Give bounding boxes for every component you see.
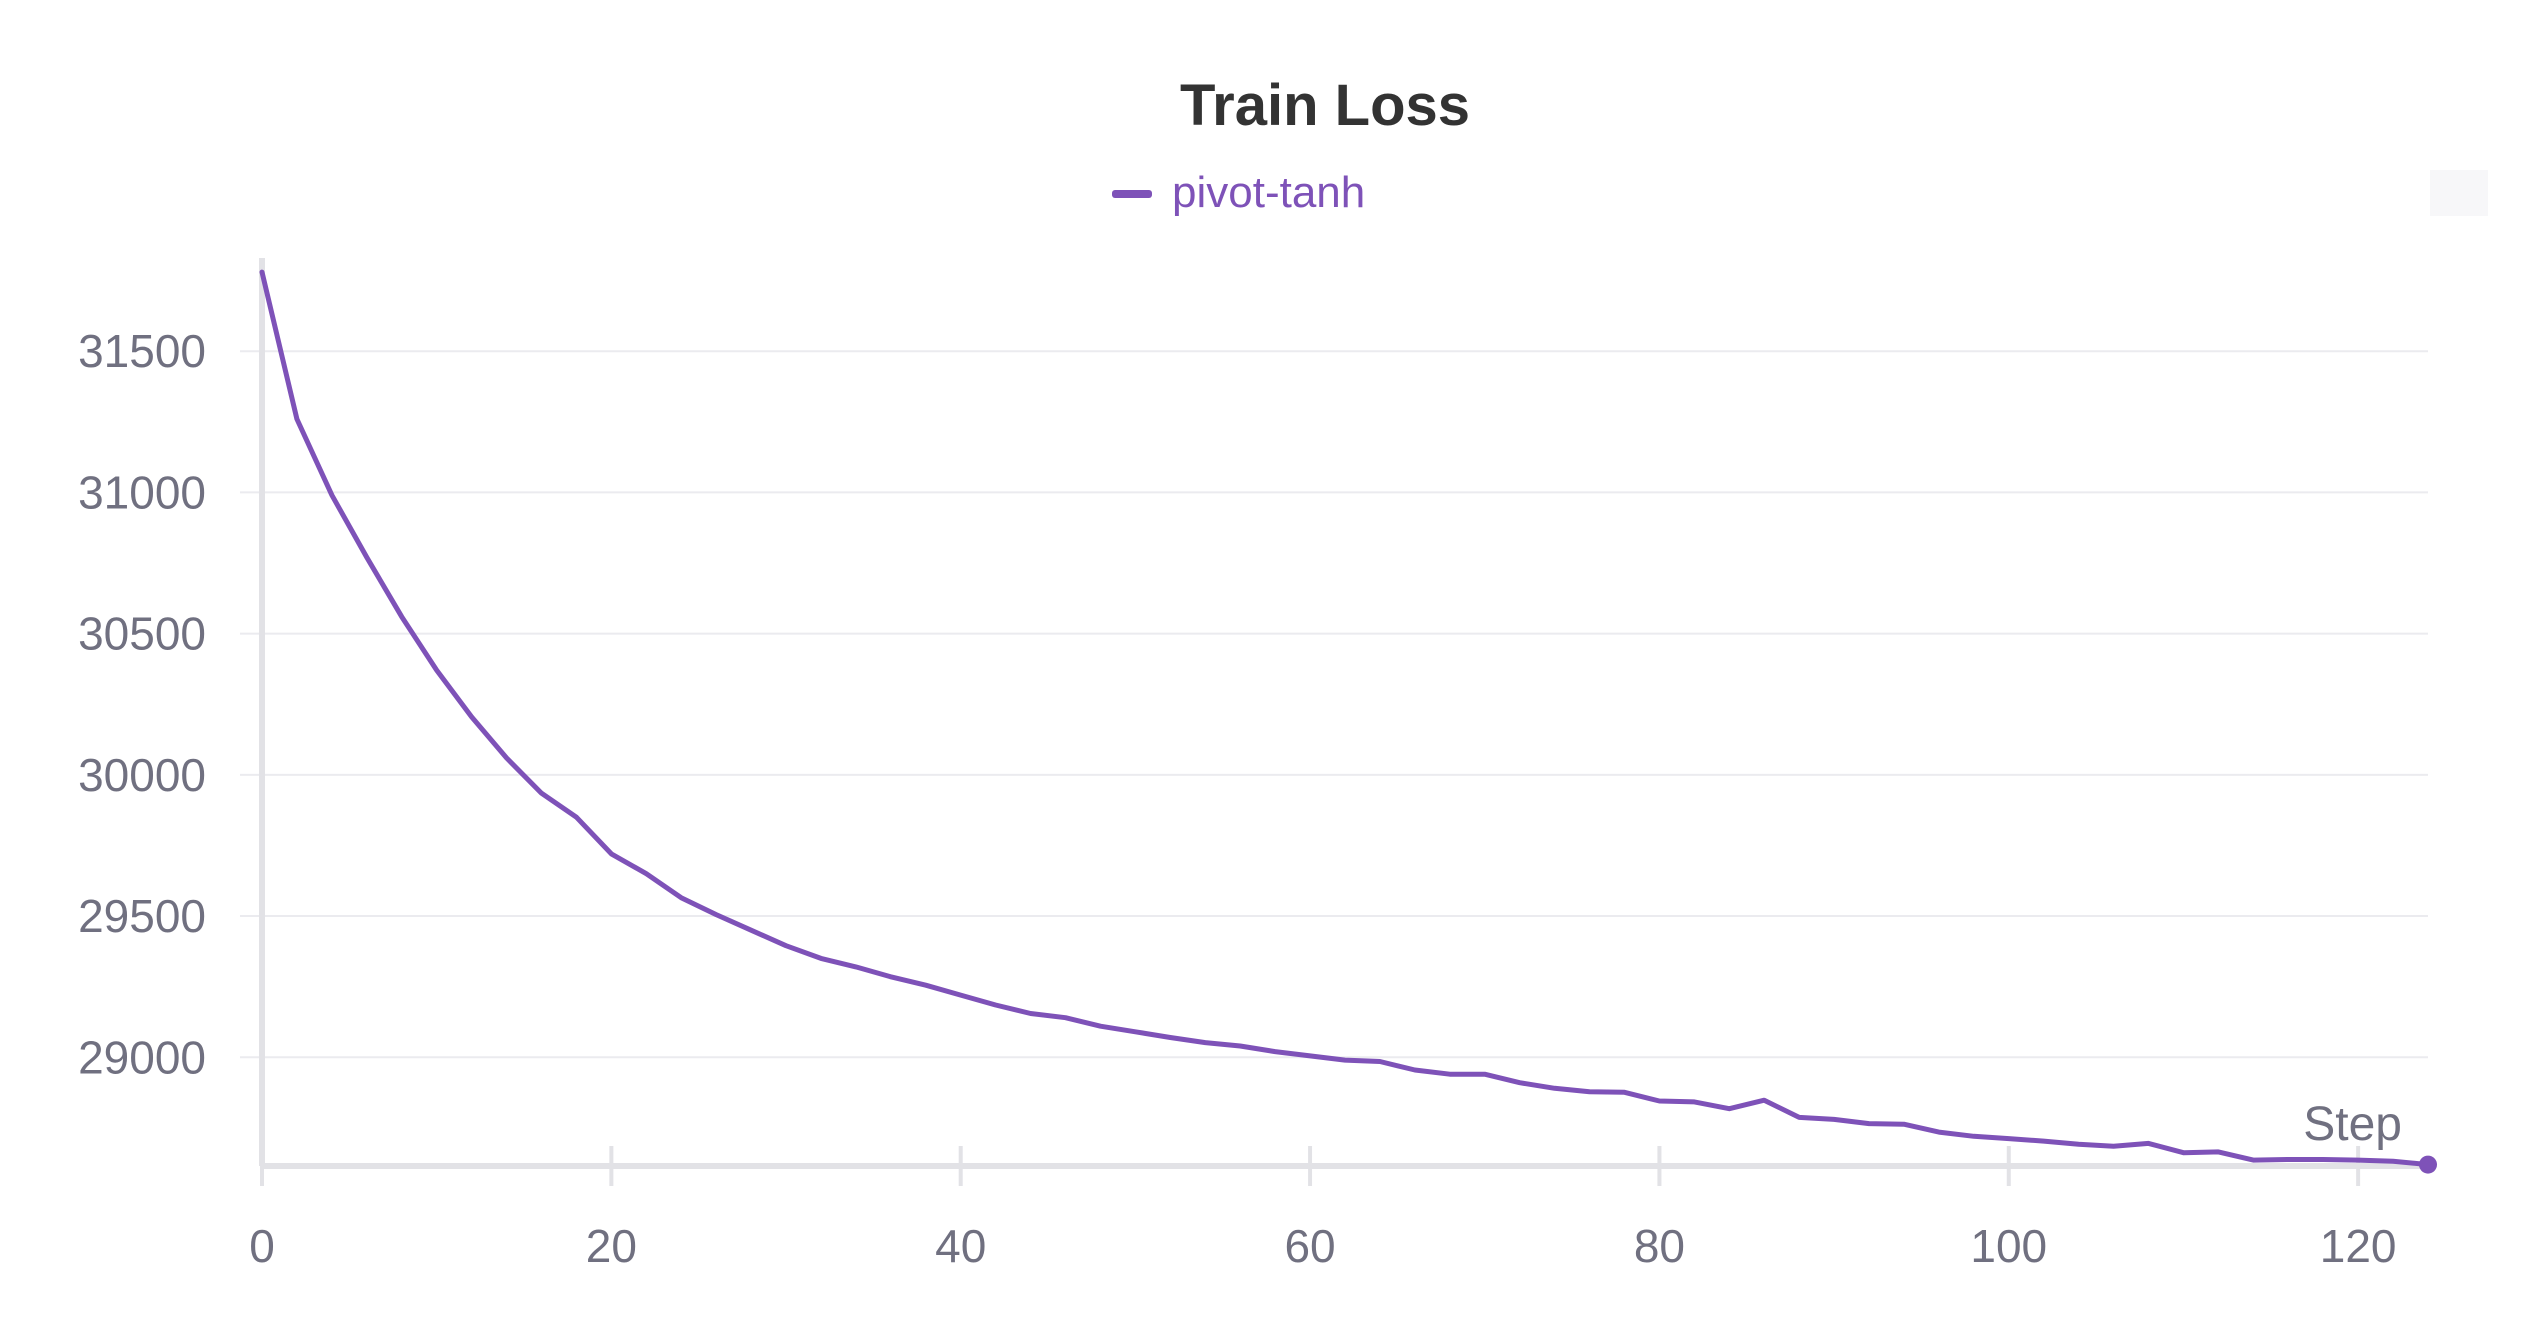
series-end-point[interactable] — [2419, 1155, 2437, 1174]
tick-labels: 29000 29500 30000 30500 31000 31500 0 20 40 60 80 1… — [78, 325, 2396, 1272]
x-tick-label: 80 — [1634, 1220, 1685, 1272]
axes — [259, 258, 2428, 1186]
y-tick-label: 29000 — [78, 1031, 206, 1083]
y-tick-label: 30000 — [78, 749, 206, 801]
legend[interactable]: pivot-tanh — [1112, 168, 1365, 217]
legend-swatch — [1112, 190, 1152, 198]
y-tick-label: 30500 — [78, 608, 206, 660]
x-tick-label: 60 — [1284, 1220, 1335, 1272]
legend-label[interactable]: pivot-tanh — [1172, 168, 1365, 217]
grid-lines — [240, 350, 2428, 1059]
panel-control-button[interactable] — [2430, 170, 2488, 216]
y-tick-label: 29500 — [78, 890, 206, 942]
x-tick-label: 40 — [935, 1220, 986, 1272]
y-tick-label: 31500 — [78, 325, 206, 377]
series[interactable] — [259, 269, 2437, 1174]
x-tick-label: 100 — [1970, 1220, 2047, 1272]
series-line-pivot-tanh[interactable] — [259, 269, 2431, 1168]
x-axis-label: Step — [2303, 1098, 2402, 1151]
y-tick-label: 31000 — [78, 466, 206, 518]
x-tick-label: 0 — [249, 1220, 275, 1272]
x-tick-label: 120 — [2320, 1220, 2397, 1272]
chart-title: Train Loss — [1180, 73, 1470, 138]
x-tick-label: 20 — [586, 1220, 637, 1272]
